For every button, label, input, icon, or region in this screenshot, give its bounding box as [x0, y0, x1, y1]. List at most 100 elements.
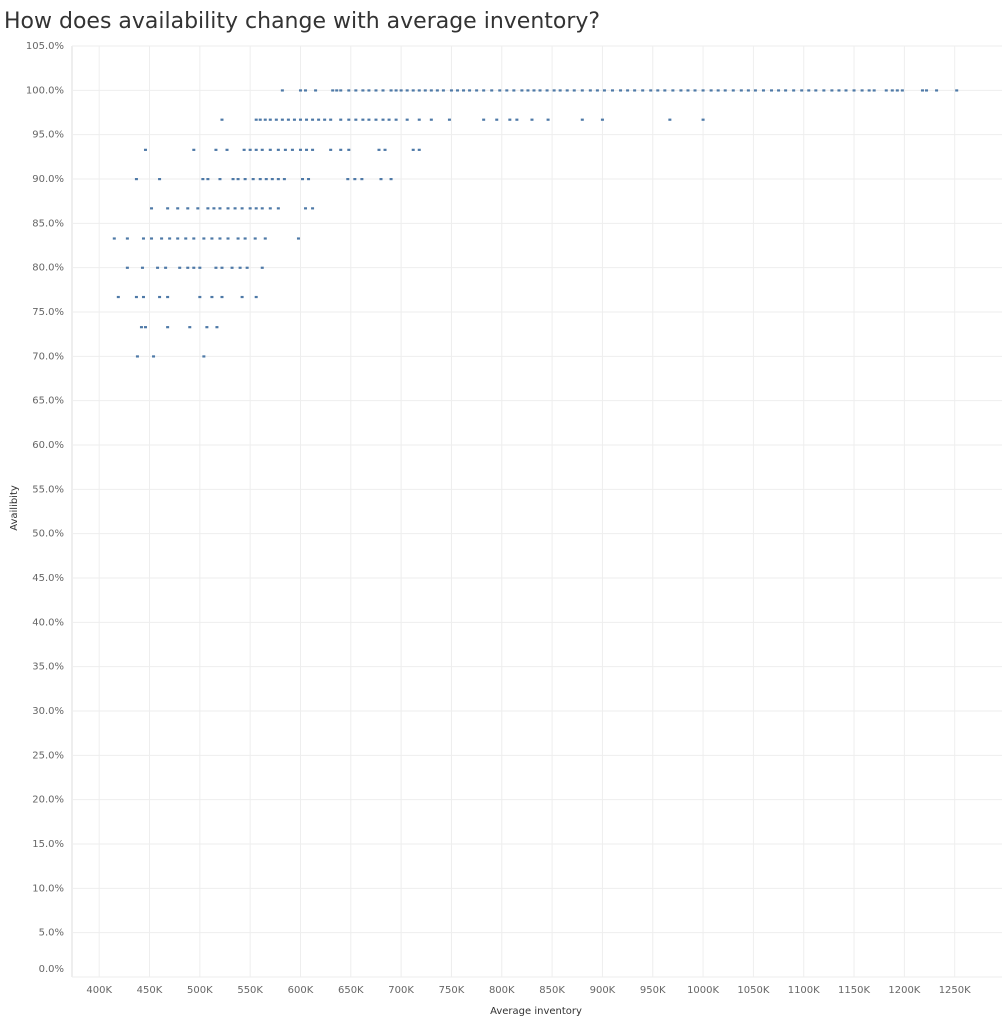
point [323, 118, 327, 121]
x-tick-label: 1150K [838, 985, 870, 996]
x-tick-label: 750K [439, 985, 465, 996]
point [374, 118, 378, 121]
point [263, 237, 267, 240]
point [283, 148, 287, 151]
point [245, 266, 249, 269]
point [254, 148, 258, 151]
point [837, 89, 841, 92]
point [164, 266, 168, 269]
point [709, 89, 713, 92]
point [274, 118, 278, 121]
point [331, 89, 335, 92]
point [248, 148, 252, 151]
y-tick-label: 100.0% [26, 85, 64, 96]
point [383, 148, 387, 151]
point [254, 207, 258, 210]
point [600, 118, 604, 121]
point [292, 118, 296, 121]
x-tick-label: 950K [640, 985, 666, 996]
point [532, 89, 536, 92]
point [361, 118, 365, 121]
point [188, 326, 192, 329]
point [226, 237, 230, 240]
point [526, 89, 530, 92]
point [895, 89, 899, 92]
point [198, 295, 202, 299]
point [329, 148, 333, 151]
point [761, 89, 765, 92]
point [270, 178, 274, 181]
point [429, 118, 433, 121]
y-tick-label: 25.0% [32, 750, 64, 761]
point [546, 118, 550, 121]
point [202, 237, 206, 240]
point [198, 266, 202, 269]
point [218, 207, 222, 210]
point [381, 89, 385, 92]
point [158, 178, 162, 181]
point [441, 89, 445, 92]
point [212, 207, 216, 210]
chart-title: How does availability change with averag… [4, 9, 600, 34]
point [317, 118, 321, 121]
y-tick-label: 0.0% [39, 964, 64, 975]
point [268, 118, 272, 121]
point [140, 266, 144, 269]
point [739, 89, 743, 92]
point [225, 148, 229, 151]
y-tick-label: 30.0% [32, 706, 64, 717]
y-tick-label: 35.0% [32, 662, 64, 673]
point [792, 89, 796, 92]
point [417, 148, 421, 151]
point [196, 207, 200, 210]
point [693, 89, 697, 92]
point [339, 89, 343, 92]
point [423, 89, 427, 92]
y-tick-label: 15.0% [32, 839, 64, 850]
point [260, 266, 264, 269]
point [565, 89, 569, 92]
y-tick-label: 90.0% [32, 174, 64, 185]
point [134, 295, 138, 299]
x-tick-label: 1100K [788, 985, 820, 996]
x-tick-label: 1050K [737, 985, 769, 996]
point [495, 118, 499, 121]
point [588, 89, 592, 92]
point [723, 89, 727, 92]
point [377, 148, 381, 151]
point [276, 148, 280, 151]
point [300, 178, 304, 181]
point [168, 237, 172, 240]
point [610, 89, 614, 92]
point [186, 266, 190, 269]
point [641, 89, 645, 92]
point [240, 207, 244, 210]
point [633, 89, 637, 92]
y-tick-label: 75.0% [32, 307, 64, 318]
point [156, 266, 160, 269]
point [276, 178, 280, 181]
point [530, 118, 534, 121]
point [354, 118, 358, 121]
point [296, 237, 300, 240]
point [572, 89, 576, 92]
point [243, 178, 247, 181]
point [872, 89, 876, 92]
x-tick-label: 800K [489, 985, 515, 996]
x-tick-label: 1250K [939, 985, 971, 996]
point [192, 148, 196, 151]
point [405, 89, 409, 92]
point [314, 89, 318, 92]
point [260, 207, 264, 210]
point [753, 89, 757, 92]
x-tick-label: 650K [338, 985, 364, 996]
point [202, 355, 206, 358]
point [231, 178, 235, 181]
point [844, 89, 848, 92]
point [152, 355, 156, 358]
y-tick-label: 60.0% [32, 440, 64, 451]
point [201, 178, 205, 181]
point [955, 89, 959, 92]
point [545, 89, 549, 92]
